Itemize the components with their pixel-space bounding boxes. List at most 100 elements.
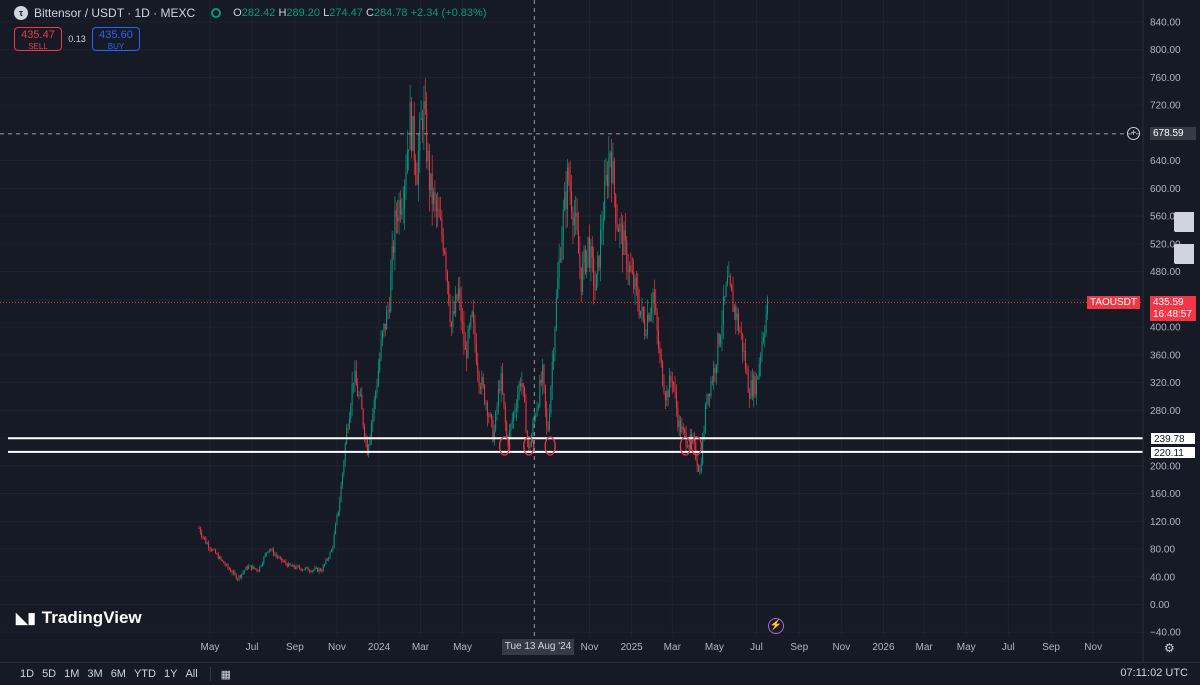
candle-body xyxy=(684,428,686,433)
candle-body xyxy=(199,528,201,533)
candle-body xyxy=(648,314,650,321)
candle-body xyxy=(390,272,392,312)
candle-body xyxy=(428,150,430,191)
candle-body xyxy=(571,191,573,212)
candle-body xyxy=(561,239,563,261)
settings-gear-icon[interactable]: ⚙ xyxy=(1164,641,1175,655)
candle-body xyxy=(529,446,531,449)
candle-body xyxy=(507,436,509,448)
candle-body xyxy=(678,420,680,428)
candle-body xyxy=(452,310,454,327)
market-status-icon xyxy=(211,8,222,18)
add-alert-icon[interactable]: + xyxy=(1127,127,1140,140)
level-upper-label: 239.78 xyxy=(1150,432,1196,445)
candle-body xyxy=(354,370,356,383)
candle-body xyxy=(671,380,673,383)
candle-body xyxy=(420,118,422,120)
candle-body xyxy=(366,438,368,455)
candle-body xyxy=(670,375,672,381)
candle-body xyxy=(372,413,374,423)
symbol-title[interactable]: Bittensor / USDT · 1D · MEXC xyxy=(34,6,196,20)
candle-body xyxy=(419,119,421,151)
range-1y[interactable]: 1Y xyxy=(163,668,178,680)
candle-body xyxy=(709,393,711,397)
candle-body xyxy=(524,387,526,402)
sell-button[interactable]: 435.47 SELL xyxy=(14,27,62,51)
candle-body xyxy=(473,311,475,323)
range-5d[interactable]: 5D xyxy=(42,668,57,680)
candle-body xyxy=(246,566,248,569)
candle-body xyxy=(224,563,226,566)
candle-body xyxy=(602,218,604,230)
candle-body xyxy=(540,380,542,384)
candle-body xyxy=(542,364,544,384)
candle-body xyxy=(315,567,317,569)
candle-body xyxy=(598,255,600,268)
buy-button[interactable]: 435.60 BUY xyxy=(92,27,140,51)
candle-body xyxy=(623,230,625,255)
price-chart[interactable]: 840.00800.00760.00720.00680.00640.00600.… xyxy=(0,0,1200,662)
candle-body xyxy=(489,414,491,417)
candle-body xyxy=(474,322,476,344)
side-panel-toggle-icon-2[interactable] xyxy=(1174,244,1194,264)
candle-body xyxy=(441,218,443,235)
y-tick-label: 800.00 xyxy=(1150,45,1181,56)
candle-body xyxy=(439,216,441,219)
candle-body xyxy=(577,230,579,254)
range-6m[interactable]: 6M xyxy=(110,668,126,680)
candle-body xyxy=(762,337,764,342)
candle-body xyxy=(721,324,723,337)
candle-body xyxy=(572,211,574,226)
candle-body xyxy=(435,200,437,212)
low-marker xyxy=(544,436,556,456)
time-axis: May Jul Sep Nov 2024 Mar May Nov 2025 Mar May Jul Se… xyxy=(201,642,1103,653)
candle-body xyxy=(622,224,624,255)
candle-body xyxy=(290,565,292,567)
candle-body xyxy=(260,565,262,567)
candle-body xyxy=(341,473,343,486)
candle-body xyxy=(348,418,350,429)
candle-body xyxy=(353,382,355,384)
candle-body xyxy=(404,184,406,209)
candle-body xyxy=(638,303,640,316)
ohlc-low-label: L xyxy=(323,7,330,19)
candle-body xyxy=(281,557,283,562)
candle-body xyxy=(300,568,302,571)
candle-body xyxy=(422,118,424,130)
candle-body xyxy=(388,309,390,312)
candle-body xyxy=(198,528,200,530)
candle-body xyxy=(727,277,728,285)
candle-body xyxy=(223,560,225,564)
range-ytd[interactable]: YTD xyxy=(133,668,156,680)
range-1d[interactable]: 1D xyxy=(20,668,35,680)
support-levels xyxy=(0,301,1143,453)
candle-body xyxy=(217,554,219,559)
range-1m[interactable]: 1M xyxy=(64,668,80,680)
candle-body xyxy=(693,437,695,442)
x-tick-label: 2025 xyxy=(620,642,643,653)
candle-body xyxy=(681,426,683,433)
range-all[interactable]: All xyxy=(185,668,198,680)
ohlc-open-label: O xyxy=(233,7,242,19)
utc-clock[interactable]: 07:11:02 UTC xyxy=(1120,667,1188,679)
candle-body xyxy=(568,167,570,181)
lightning-icon[interactable]: ⚡ xyxy=(768,618,784,634)
candle-body xyxy=(445,252,447,272)
candle-body xyxy=(689,434,691,446)
candle-body xyxy=(499,389,501,391)
candle-body xyxy=(711,380,713,382)
candle-body xyxy=(397,216,399,222)
candle-body xyxy=(268,549,270,552)
candle-body xyxy=(426,108,428,162)
side-panel-toggle-icon[interactable] xyxy=(1174,212,1194,232)
candle-body xyxy=(201,532,203,537)
candle-body xyxy=(293,564,295,568)
candle-body xyxy=(326,559,328,561)
range-3m[interactable]: 3M xyxy=(87,668,103,680)
date-range-calendar-icon[interactable]: ▦ xyxy=(220,668,232,681)
candle-body xyxy=(242,572,244,574)
candle-body xyxy=(531,435,533,447)
candle-body xyxy=(532,422,534,436)
y-tick-label: 720.00 xyxy=(1150,101,1181,112)
candle-body xyxy=(330,549,332,552)
